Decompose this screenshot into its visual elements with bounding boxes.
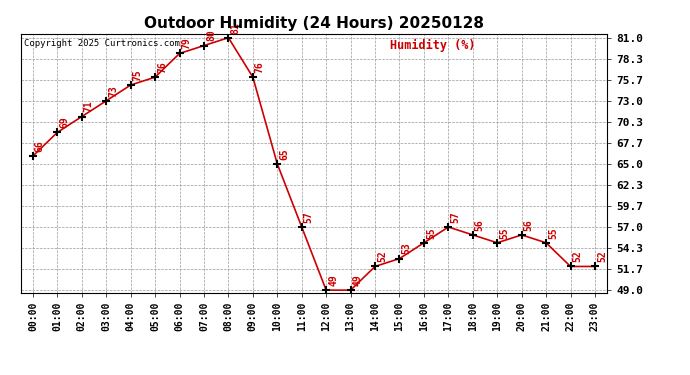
Text: 66: 66	[35, 140, 45, 152]
Text: 55: 55	[548, 227, 558, 238]
Text: 55: 55	[499, 227, 509, 238]
Text: 81: 81	[230, 22, 240, 33]
Text: 69: 69	[59, 117, 69, 128]
Text: 49: 49	[353, 274, 362, 286]
Text: 52: 52	[573, 251, 582, 262]
Text: 57: 57	[451, 211, 460, 223]
Text: 56: 56	[475, 219, 485, 231]
Text: 52: 52	[377, 251, 387, 262]
Text: 76: 76	[255, 61, 265, 73]
Text: 73: 73	[108, 85, 118, 97]
Text: 52: 52	[597, 251, 607, 262]
Text: 57: 57	[304, 211, 314, 223]
Text: 71: 71	[83, 100, 94, 112]
Text: Copyright 2025 Curtronics.com: Copyright 2025 Curtronics.com	[23, 39, 179, 48]
Text: 53: 53	[402, 243, 411, 254]
Text: Humidity (%): Humidity (%)	[391, 39, 475, 52]
Text: 56: 56	[524, 219, 533, 231]
Text: 75: 75	[132, 69, 143, 81]
Text: 80: 80	[206, 30, 216, 41]
Text: 55: 55	[426, 227, 436, 238]
Text: 49: 49	[328, 274, 338, 286]
Text: 76: 76	[157, 61, 167, 73]
Text: 65: 65	[279, 148, 289, 160]
Text: 79: 79	[181, 38, 192, 49]
Title: Outdoor Humidity (24 Hours) 20250128: Outdoor Humidity (24 Hours) 20250128	[144, 16, 484, 31]
